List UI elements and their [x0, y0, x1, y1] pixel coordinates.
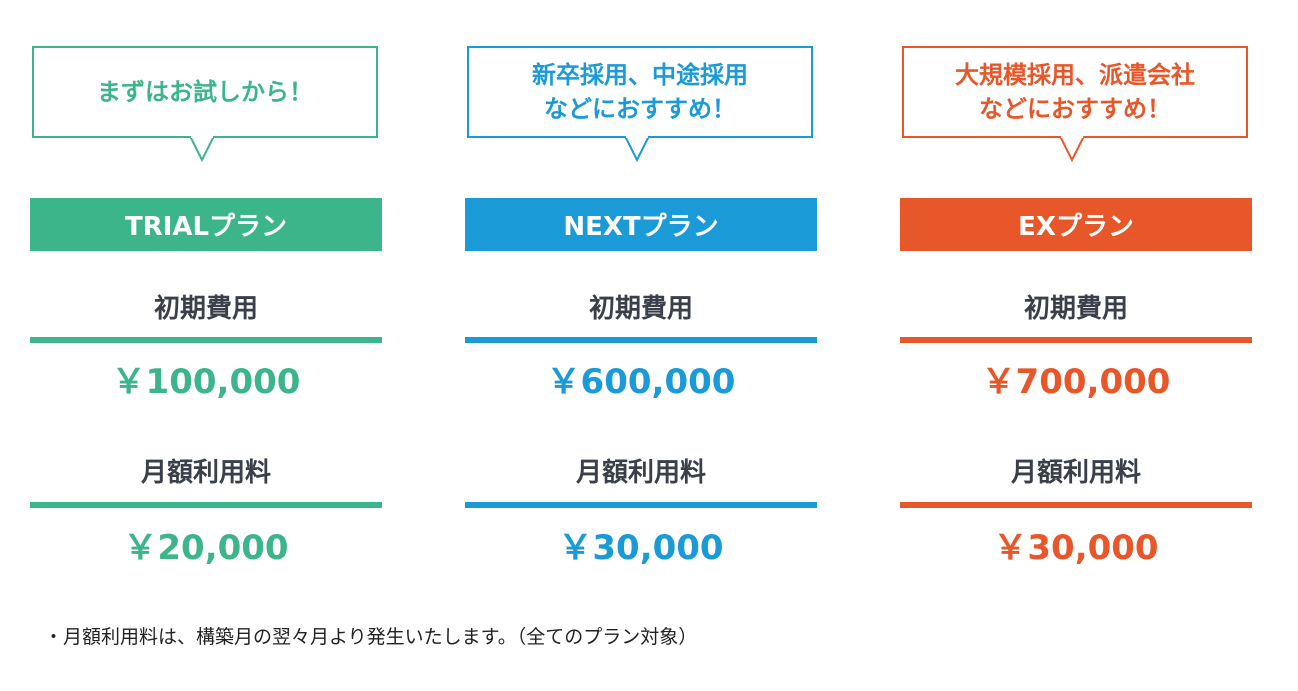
plan-header-bar: EXプラン: [900, 198, 1252, 251]
plan-header-bar: TRIALプラン: [30, 198, 382, 251]
callout-bubble: まずはお試しから！: [32, 46, 378, 138]
initial-fee-price: ￥600,000: [546, 362, 736, 402]
callout-text: 大規模採用、派遣会社 などにおすすめ！: [955, 61, 1195, 123]
callout-text: まずはお試しから！: [97, 78, 313, 106]
monthly-fee-label: 月額利用料: [140, 458, 271, 488]
divider: [465, 337, 817, 343]
initial-fee-label: 初期費用: [588, 294, 693, 324]
plan-column-next: 新卒採用、中途採用 などにおすすめ！ NEXTプラン 初期費用 ￥600,000…: [465, 0, 817, 600]
plan-name: TRIALプラン: [124, 212, 288, 242]
divider: [30, 337, 382, 343]
plan-name: EXプラン: [1018, 212, 1134, 242]
monthly-fee-label: 月額利用料: [1010, 458, 1141, 488]
plan-column-trial: まずはお試しから！ TRIALプラン 初期費用 ￥100,000 月額利用料 ￥…: [30, 0, 382, 600]
initial-fee-label: 初期費用: [153, 294, 258, 324]
plan-column-ex: 大規模採用、派遣会社 などにおすすめ！ EXプラン 初期費用 ￥700,000 …: [900, 0, 1252, 600]
monthly-fee-price: ￥20,000: [123, 528, 289, 568]
callout-bubble: 新卒採用、中途採用 などにおすすめ！: [467, 46, 813, 138]
plan-name: NEXTプラン: [563, 212, 719, 242]
divider: [30, 502, 382, 508]
callout-tail-icon: [190, 136, 214, 162]
callout-bubble: 大規模採用、派遣会社 などにおすすめ！: [902, 46, 1248, 138]
initial-fee-price: ￥100,000: [111, 362, 301, 402]
initial-fee-price: ￥700,000: [981, 362, 1171, 402]
initial-fee-label: 初期費用: [1023, 294, 1128, 324]
divider: [900, 502, 1252, 508]
monthly-fee-label: 月額利用料: [575, 458, 706, 488]
monthly-fee-price: ￥30,000: [558, 528, 724, 568]
footnote: ・月額利用料は、構築月の翌々月より発生いたします。（全てのプラン対象）: [44, 626, 698, 648]
callout-text: 新卒採用、中途採用 などにおすすめ！: [532, 61, 748, 123]
callout-tail-icon: [1060, 136, 1084, 162]
plan-header-bar: NEXTプラン: [465, 198, 817, 251]
callout-tail-icon: [625, 136, 649, 162]
monthly-fee-price: ￥30,000: [993, 528, 1159, 568]
divider: [900, 337, 1252, 343]
divider: [465, 502, 817, 508]
